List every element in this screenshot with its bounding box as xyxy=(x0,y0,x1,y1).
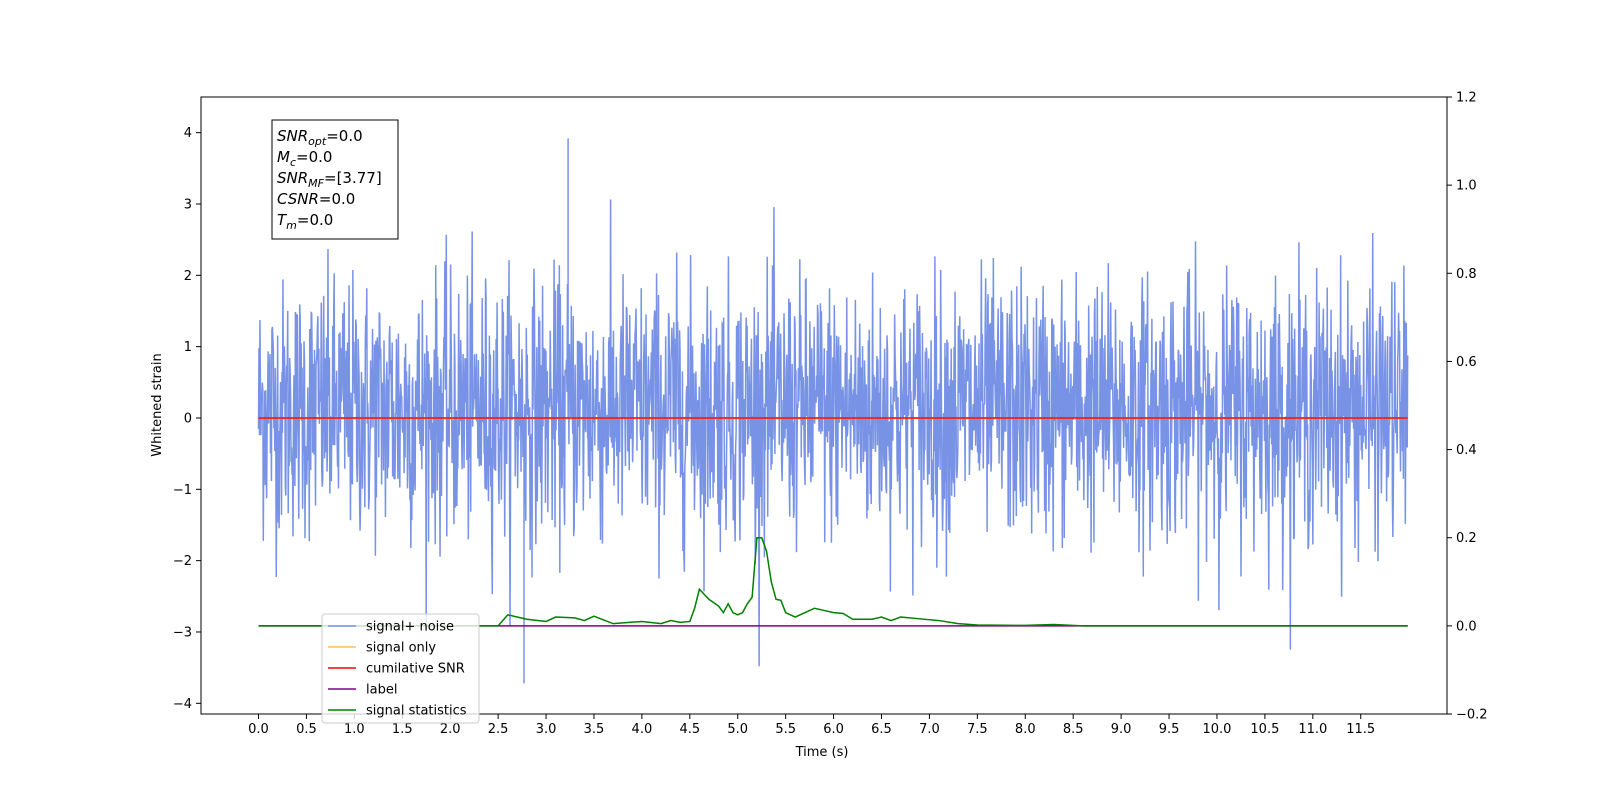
annotation-line: Tm=0.0 xyxy=(277,211,333,232)
y-tick-label: −1 xyxy=(173,483,192,498)
x-tick-label: 6.0 xyxy=(823,722,844,737)
x-tick-label: 7.0 xyxy=(919,722,940,737)
annotation-line: SNRMF=[3.77] xyxy=(277,169,382,190)
y2-tick-label: 0.0 xyxy=(1456,619,1477,634)
annotation-line: Mc=0.0 xyxy=(277,148,332,169)
x-tick-label: 7.5 xyxy=(967,722,988,737)
x-tick-label: 4.0 xyxy=(632,722,653,737)
y2-tick-label: 0.6 xyxy=(1456,355,1477,370)
y-tick-label: −2 xyxy=(173,554,192,569)
legend-label: label xyxy=(366,683,397,698)
x-tick-label: 1.5 xyxy=(392,722,413,737)
x-axis-label: Time (s) xyxy=(795,745,849,760)
x-tick-label: 0.0 xyxy=(248,722,269,737)
x-tick-label: 10.5 xyxy=(1250,722,1279,737)
y2-tick-label: 0.4 xyxy=(1456,443,1477,458)
annotation-line: CSNR=0.0 xyxy=(277,190,355,208)
x-tick-label: 11.0 xyxy=(1298,722,1327,737)
y2-tick-label: 1.2 xyxy=(1456,91,1477,106)
x-tick-label: 11.5 xyxy=(1346,722,1375,737)
x-tick-label: 2.5 xyxy=(488,722,509,737)
x-tick-label: 5.0 xyxy=(727,722,748,737)
y2-tick-label: −0.2 xyxy=(1456,708,1488,723)
y-tick-label: 1 xyxy=(184,340,192,355)
y2-tick-label: 0.8 xyxy=(1456,267,1477,282)
legend-label: signal only xyxy=(366,641,436,656)
x-tick-label: 1.0 xyxy=(344,722,365,737)
x-tick-label: 2.0 xyxy=(440,722,461,737)
y-tick-label: 4 xyxy=(184,126,192,141)
x-tick-label: 8.5 xyxy=(1063,722,1084,737)
legend: signal+ noise signal only cumilative SNR la… xyxy=(321,613,480,724)
y-tick-label: −4 xyxy=(173,697,192,712)
x-tick-label: 3.0 xyxy=(536,722,557,737)
y-tick-label: −3 xyxy=(173,625,192,640)
legend-label: signal statistics xyxy=(366,704,467,719)
series-signal-statistics xyxy=(258,536,1408,627)
series-layer xyxy=(257,138,1409,684)
x-tick-label: 10.0 xyxy=(1202,722,1231,737)
y2-tick-label: 0.2 xyxy=(1456,531,1477,546)
x-tick-label: 9.0 xyxy=(1111,722,1132,737)
y-axis-left: 4 3 2 1 0 −1 −2 −3 −4 xyxy=(173,126,201,712)
legend-label: signal+ noise xyxy=(366,620,454,635)
x-tick-label: 6.5 xyxy=(871,722,892,737)
annotation-line: SNRopt=0.0 xyxy=(277,127,363,148)
y-axis-right: 1.2 1.0 0.8 0.6 0.4 0.2 0.0 −0.2 xyxy=(1447,91,1488,723)
x-tick-label: 9.5 xyxy=(1159,722,1180,737)
x-tick-label: 8.0 xyxy=(1015,722,1036,737)
x-tick-label: 3.5 xyxy=(584,722,605,737)
x-tick-label: 5.5 xyxy=(775,722,796,737)
x-tick-label: 4.5 xyxy=(679,722,700,737)
x-tick-label: 0.5 xyxy=(296,722,317,737)
y-tick-label: 0 xyxy=(184,411,192,426)
legend-label: cumilative SNR xyxy=(366,662,465,677)
series-signal-noise xyxy=(257,138,1409,684)
y-axis-label: Whitened strain xyxy=(150,353,165,456)
y2-tick-label: 1.0 xyxy=(1456,179,1477,194)
y-tick-label: 2 xyxy=(184,269,192,284)
axes-frame xyxy=(200,96,1448,715)
x-axis: 0.0 0.5 1.0 1.5 2.0 2.5 3.0 3.5 4.0 4.5 5.0 5.5 6.0 6… xyxy=(248,714,1375,737)
y-tick-label: 3 xyxy=(184,197,192,212)
